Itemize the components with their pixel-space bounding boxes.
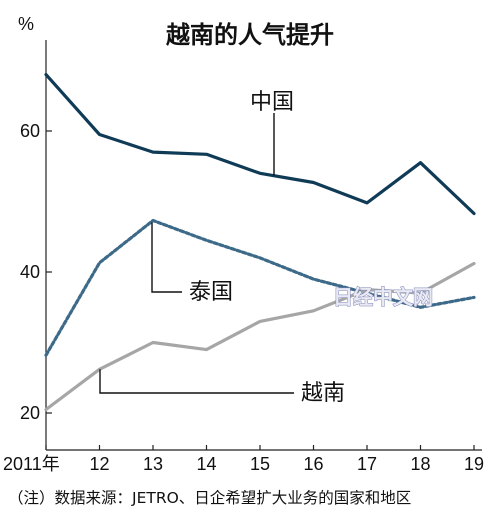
x-tick-label: 17 — [357, 454, 377, 474]
x-tick-label: 16 — [303, 454, 323, 474]
axes: 20 40 60 2011年 12 13 14 15 16 17 18 19 — [3, 40, 484, 474]
x-tick-label: 18 — [410, 454, 430, 474]
series-leader-line — [151, 222, 182, 293]
series-lines — [44, 72, 476, 412]
series-leader-line — [99, 369, 294, 394]
x-tick-label: 13 — [143, 454, 163, 474]
x-tick-label: 14 — [196, 454, 216, 474]
source-note: （注）数据来源：JETRO、日企希望扩大业务的国家和地区 — [8, 489, 411, 507]
x-tick-label: 2011年 — [3, 454, 60, 474]
chart-title: 越南的人气提升 — [166, 21, 334, 49]
y-tick-label: 60 — [20, 121, 40, 141]
series-label: 泰国 — [189, 280, 233, 305]
x-tick-label: 15 — [250, 454, 270, 474]
series-label: 中国 — [250, 90, 294, 115]
x-tick-label: 19 — [464, 454, 484, 474]
y-axis-unit: % — [18, 14, 34, 34]
y-tick-label: 40 — [20, 262, 40, 282]
series-label-leaders — [99, 113, 294, 394]
series-line-3 — [44, 261, 476, 412]
watermark-logo: 日经中文网 — [333, 285, 433, 309]
y-tick-label: 20 — [20, 403, 40, 423]
x-tick-label: 12 — [89, 454, 109, 474]
series-label: 越南 — [301, 381, 345, 406]
